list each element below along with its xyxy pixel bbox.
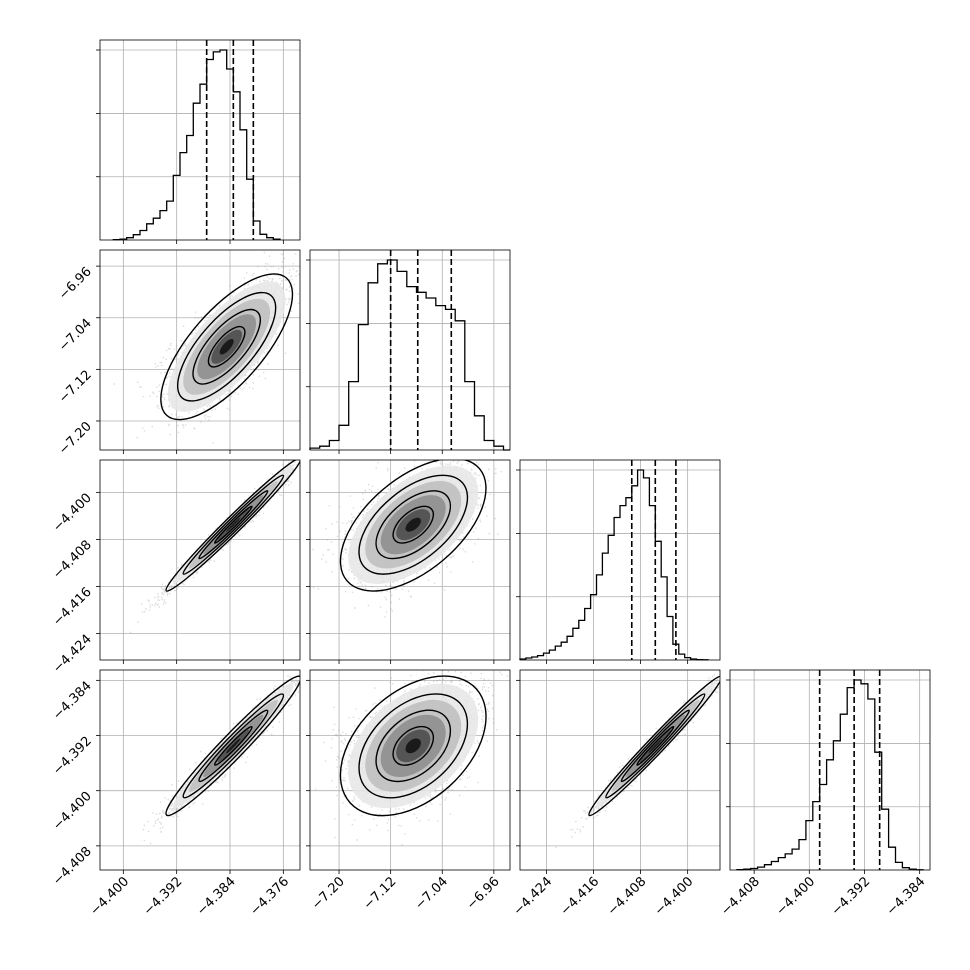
y-tick-label-2-1: −4.416: [50, 585, 95, 630]
histogram-2: [519, 469, 709, 661]
contour-3-0-1: [182, 693, 285, 799]
pair-panel-2-1: [309, 459, 511, 661]
contour-3-1-2: [375, 709, 452, 783]
x-tick-label-0-0: −4.400: [88, 874, 133, 919]
pair-panel-2-0: [99, 459, 301, 661]
pair-frame-3-1: [309, 669, 511, 871]
pair-plot-area-3-1: [310, 670, 510, 870]
pair-panel-1-0: [99, 249, 301, 451]
pair-panel-3-1: [309, 669, 511, 871]
y-tick-label-2-0: −4.424: [50, 632, 95, 677]
pair-panel-3-0: [99, 669, 301, 871]
x-tick-label-1-1: −7.12: [361, 874, 400, 913]
contour-3-1-1: [358, 693, 469, 799]
contour-3-2-3: [636, 725, 675, 766]
hist-frame-1: [309, 249, 511, 451]
contour-1-0-3: [207, 325, 246, 368]
histogram-3: [736, 679, 924, 871]
contour-3-0-3: [214, 725, 253, 766]
x-tick-label-3-1: −4.400: [774, 874, 819, 919]
y-tick-label-1-2: −7.04: [56, 316, 95, 355]
pair-plot-area-1-0: [100, 250, 300, 450]
hist-frame-0: [99, 39, 301, 241]
contour-1-0-0: [160, 273, 294, 421]
contour-3-1-0: [339, 675, 487, 817]
y-tick-label-2-3: −4.400: [50, 491, 95, 536]
pair-frame-2-1: [309, 459, 511, 661]
hist-panel-0: [96, 39, 301, 241]
contour-2-1-0: [339, 460, 487, 592]
hist-panel-3: [726, 669, 931, 871]
pair-plot-area-2-0: [100, 460, 300, 660]
contour-2-1-1: [358, 474, 469, 575]
pair-panel-3-2: [519, 669, 721, 871]
x-tick-label-1-0: −7.20: [309, 874, 348, 913]
density-fill-2-0-4: [226, 517, 241, 532]
x-tick-label-1-3: −6.96: [464, 874, 503, 913]
hist-frame-3: [729, 669, 931, 871]
y-tick-label-1-1: −7.12: [56, 368, 95, 407]
contour-2-0-2: [198, 490, 269, 560]
y-tick-label-2-2: −4.408: [50, 538, 95, 583]
contour-2-1-3: [392, 505, 435, 544]
hist-panel-1: [306, 249, 511, 451]
y-tick-label-3-3: −4.384: [50, 679, 95, 724]
contour-3-0-2: [198, 709, 269, 783]
x-tick-label-0-1: −4.392: [141, 874, 186, 919]
histogram-1: [309, 259, 510, 451]
pair-plot-area-2-1: [310, 460, 510, 660]
contour-2-0-0: [165, 460, 300, 592]
x-tick-label-0-3: −4.376: [248, 874, 293, 919]
x-tick-label-2-3: −4.400: [652, 874, 697, 919]
density-fill-3-0-4: [226, 738, 241, 754]
contour-1-0-1: [176, 291, 277, 402]
x-tick-label-2-2: −4.408: [605, 874, 650, 919]
density-fill-1-0-4: [219, 339, 234, 355]
x-tick-label-3-3: −4.384: [884, 874, 929, 919]
x-tick-label-0-2: −4.384: [194, 874, 239, 919]
y-tick-label-3-1: −4.400: [50, 789, 95, 834]
contour-2-0-3: [213, 505, 253, 544]
pair-frame-3-2: [519, 669, 721, 871]
x-tick-label-3-2: −4.392: [829, 874, 874, 919]
contour-3-2-2: [620, 709, 690, 783]
contour-2-1-2: [375, 490, 452, 560]
pair-frame-3-0: [99, 669, 301, 871]
contour-3-0-0: [165, 675, 300, 817]
x-tick-label-1-2: −7.04: [412, 874, 451, 913]
y-tick-label-1-3: −6.96: [56, 264, 95, 303]
y-tick-label-3-0: −4.408: [50, 844, 95, 889]
density-fill-2-1-4: [405, 517, 421, 532]
hist-frame-2: [519, 459, 721, 661]
hist-panel-2: [516, 459, 721, 661]
contour-3-1-3: [392, 725, 435, 766]
pair-plot-area-3-2: [520, 670, 720, 870]
contour-1-0-2: [192, 308, 261, 385]
density-fill-3-1-4: [405, 738, 421, 754]
pair-frame-1-0: [99, 249, 301, 451]
x-tick-label-2-0: −4.424: [511, 874, 556, 919]
x-tick-label-2-1: −4.416: [558, 874, 603, 919]
y-tick-label-1-0: −7.20: [56, 419, 95, 458]
histogram-0: [112, 49, 281, 241]
x-tick-label-3-0: −4.408: [718, 874, 763, 919]
pair-plot-area-3-0: [100, 670, 300, 870]
contour-3-2-1: [605, 693, 706, 799]
y-tick-label-3-2: −4.392: [50, 734, 95, 779]
pair-frame-2-0: [99, 459, 301, 661]
contour-3-2-0: [588, 675, 720, 817]
density-fill-3-2-4: [648, 738, 663, 754]
contour-2-0-1: [182, 474, 285, 575]
